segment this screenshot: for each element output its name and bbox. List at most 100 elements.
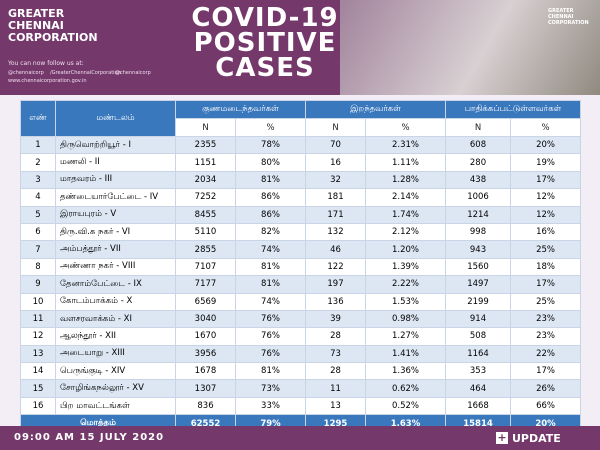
cell: 5110 [175,222,236,242]
cell: 11 [20,309,56,329]
table-row: 7 அம்பத்தூர் - VII 2855 74% 46 1.20% 943 25% [20,240,582,259]
cell: 14 [20,362,56,381]
title-line: CASES [215,53,315,83]
table-head: எண் மண்டலம் குணமடைந்தவர்கள் இறந்தவர்கள் பாதி… [20,100,582,137]
cell: 3 [20,170,56,190]
zone-cell: பெருங்குடி - XIV [55,362,176,381]
cell: 82% [235,222,306,242]
subcolumn-header: % [510,118,582,137]
cell: 76% [235,344,306,364]
cell: 2.12% [364,222,447,242]
cell: 66% [510,396,582,416]
column-header: எண் [20,100,56,137]
cell: 74% [235,292,306,311]
zone-cell: தேனாம்பேட்டை - IX [55,275,176,294]
cell: 28 [305,327,366,346]
cell: 1.41% [364,344,447,364]
cell: 78% [235,135,306,155]
title: COVID-19 POSITIVE CASES [190,3,340,83]
cell: 7107 [175,257,236,277]
cell: 2.22% [364,275,447,294]
cell: 914 [445,309,512,329]
table-row: 6 திரு.வி.க நகர் - VI 5110 82% 132 2.12% 998 16… [20,222,582,242]
cell: 81% [235,170,306,190]
zone-cell: இராயபுரம் - V [55,205,176,224]
cell: 13 [20,344,56,364]
cell: 28 [305,362,366,381]
cell: 508 [445,327,512,346]
cell: 15 [20,379,56,398]
cell: 25% [510,292,582,311]
cell: 1006 [445,188,512,207]
cell: 33% [235,396,306,416]
cell: 81% [235,275,306,294]
website: www.chennaicorporation.gov.in [8,78,87,84]
header-row: எண் மண்டலம் குணமடைந்தவர்கள் இறந்தவர்கள் பாதி… [20,100,582,137]
logo-line: GREATER [8,7,65,20]
title-line: COVID-19 [191,3,339,33]
cell: 8 [20,257,56,277]
table-row: 15 சோழிங்கநல்லூர் - XV 1307 73% 11 0.62% 464 26… [20,379,582,398]
column-header: குணமடைந்தவர்கள் [175,100,306,119]
cell: 70 [305,135,366,155]
footer-band: 09:00 AM 15 JULY 2020 + UPDATE [0,426,600,450]
logo-line: CHENNAI [8,19,64,32]
table-row: 12 ஆலந்தூர் - XII 1670 76% 28 1.27% 508 23% [20,327,582,346]
logo-line: CORPORATION [8,31,98,44]
cell: 1560 [445,257,512,277]
cell: 1.74% [364,205,447,224]
zone-cell: பிற மாவட்டங்கள் [55,396,176,416]
cell: 80% [235,153,306,172]
cell: 280 [445,153,512,172]
zone-cell: ஆலந்தூர் - XII [55,327,176,346]
table-row: 10 கோடம்பாக்கம் - X 6569 74% 136 1.53% 2199 25% [20,292,582,311]
zone-cell: அண்ணா நகர் - VIII [55,257,176,277]
cell: 16 [305,153,366,172]
subheader-row: N% N% N% [21,118,582,137]
cell: 2.14% [364,188,447,207]
cell: 1670 [175,327,236,346]
cell: 1678 [175,362,236,381]
cell: 438 [445,170,512,190]
cell: 1214 [445,205,512,224]
table-row: 4 தண்டையார்பேட்டை - IV 7252 86% 181 2.14% 1006… [20,188,582,207]
social: /GreaterChennaiCorporation [50,70,121,76]
cell: 25% [510,240,582,259]
cell: 2.31% [364,135,447,155]
cell: 998 [445,222,512,242]
table: எண் மண்டலம் குணமடைந்தவர்கள் இறந்தவர்கள் பாதி… [20,100,582,434]
table-body: 1 திருவொற்றியூர் - I 2355 78% 70 2.31% 608 20% 2… [20,135,582,434]
cell: 17% [510,170,582,190]
cell: 81% [235,257,306,277]
cell: 132 [305,222,366,242]
cell: 73% [235,379,306,398]
cell: 8455 [175,205,236,224]
logo-line: CHENNAI [548,14,574,20]
cell: 1164 [445,344,512,364]
cell: 1.39% [364,257,447,277]
cell: 11 [305,379,366,398]
table-row: 14 பெருங்குடி - XIV 1678 81% 28 1.36% 353 17% [20,362,582,381]
cell: 23% [510,327,582,346]
logo-line: CORPORATION [548,20,589,26]
cell: 86% [235,188,306,207]
header-photo [340,0,600,95]
cell: 0.52% [364,396,447,416]
title-line: POSITIVE [193,28,337,58]
zone-cell: மணலி - II [55,153,176,172]
cell: 2855 [175,240,236,259]
cell: 197 [305,275,366,294]
cell: 2034 [175,170,236,190]
zone-cell: தண்டையார்பேட்டை - IV [55,188,176,207]
logo-line: GREATER [548,8,574,14]
cell: 4 [20,188,56,207]
table-row: 2 மணலி - II 1151 80% 16 1.11% 280 19% [20,153,582,172]
cell: 1.11% [364,153,447,172]
social: @chennaicorp [8,70,44,76]
cell: 7177 [175,275,236,294]
cell: 9 [20,275,56,294]
table-row: 3 மாதவரம் - III 2034 81% 32 1.28% 438 17% [20,170,582,190]
zone-cell: மாதவரம் - III [55,170,176,190]
subcolumn-header: N [175,118,236,137]
